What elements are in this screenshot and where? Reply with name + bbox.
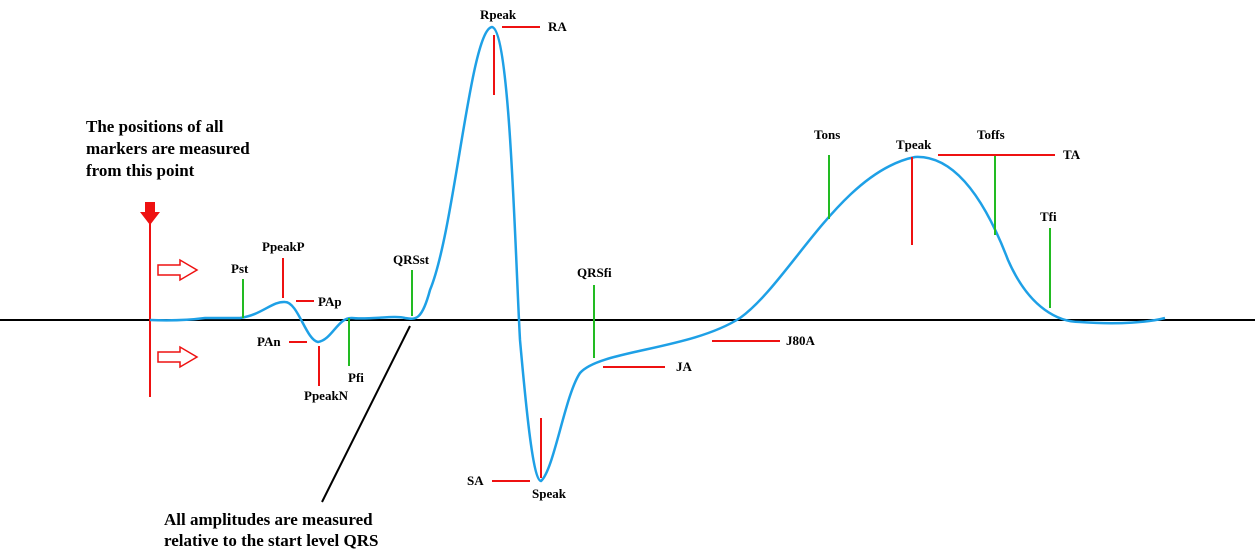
label-tpeak: Tpeak	[896, 137, 932, 152]
amplitude-note: All amplitudes are measured relative to …	[164, 510, 378, 550]
right-arrow-icon-upper	[157, 258, 199, 282]
origin-note-line-2: markers are measured	[86, 139, 250, 158]
label-ppeakn: PpeakN	[304, 388, 349, 403]
label-speak: Speak	[532, 486, 567, 501]
label-toffs: Toffs	[977, 127, 1005, 142]
origin-note-line-1: The positions of all	[86, 117, 224, 136]
marker-labels: Pst PpeakP PAp PAn PpeakN Pfi QRSst Rpea…	[231, 7, 1081, 501]
label-j80a: J80A	[786, 333, 816, 348]
label-rpeak: Rpeak	[480, 7, 517, 22]
amplitude-note-line-1: All amplitudes are measured	[164, 510, 373, 529]
origin-note: The positions of all markers are measure…	[86, 117, 250, 180]
amplitude-markers	[282, 26, 1055, 482]
label-ppeakp: PpeakP	[262, 239, 305, 254]
label-tons: Tons	[814, 127, 840, 142]
amplitude-pointer-line	[321, 325, 411, 503]
label-qrsst: QRSst	[393, 252, 430, 267]
position-markers	[242, 155, 1051, 366]
label-pst: Pst	[231, 261, 249, 276]
label-ra: RA	[548, 19, 567, 34]
label-qrsfi: QRSfi	[577, 265, 612, 280]
label-sa: SA	[467, 473, 484, 488]
label-pfi: Pfi	[348, 370, 364, 385]
label-ja: JA	[676, 359, 693, 374]
label-pap: PAp	[318, 294, 342, 309]
label-pan: PAn	[257, 334, 281, 349]
origin-down-arrow-icon	[140, 202, 160, 225]
right-arrow-icon-lower	[157, 345, 199, 369]
origin-note-line-3: from this point	[86, 161, 195, 180]
label-ta: TA	[1063, 147, 1081, 162]
ecg-waveform	[149, 25, 1166, 483]
label-tfi: Tfi	[1040, 209, 1057, 224]
amplitude-note-line-2: relative to the start level QRS	[164, 531, 378, 550]
